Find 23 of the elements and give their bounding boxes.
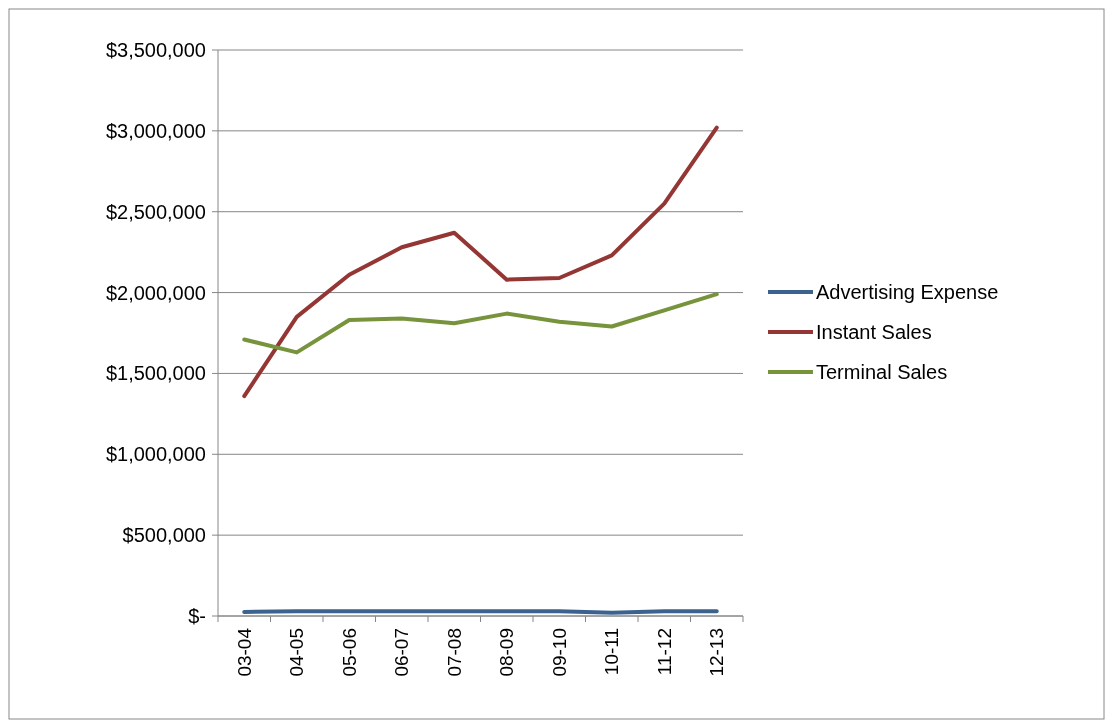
y-tick-label: $1,000,000 [105, 443, 206, 466]
x-tick-label: 04-05 [286, 628, 308, 677]
x-tick-label: 10-11 [601, 628, 623, 676]
x-tick-label: 06-07 [391, 628, 413, 677]
y-tick-label: $3,500,000 [105, 39, 206, 61]
line-series [242, 292, 719, 355]
y-tick-label: $2,000,000 [105, 281, 206, 304]
y-tick-label: $2,500,000 [105, 200, 206, 223]
y-tick-label: $1,500,000 [105, 362, 206, 385]
y-tick-label: $500,000 [122, 524, 206, 547]
x-tick-label: 08-09 [496, 628, 518, 677]
y-tick-label: $3,000,000 [105, 119, 206, 142]
legend-label: Instant Sales [816, 321, 932, 343]
x-tick-label: 03-04 [233, 627, 255, 677]
x-tick-label: 11-12 [653, 628, 675, 676]
legend-label: Terminal Sales [816, 361, 948, 383]
x-tick-label: 09-10 [548, 628, 570, 677]
x-tick-label: 07-08 [443, 628, 465, 677]
y-tick-label: $- [188, 605, 206, 627]
legend-label: Advertising Expense [816, 281, 999, 303]
x-tick-label: 05-06 [338, 628, 360, 677]
line-series [242, 125, 719, 399]
x-tick-label: 12-13 [706, 628, 728, 677]
